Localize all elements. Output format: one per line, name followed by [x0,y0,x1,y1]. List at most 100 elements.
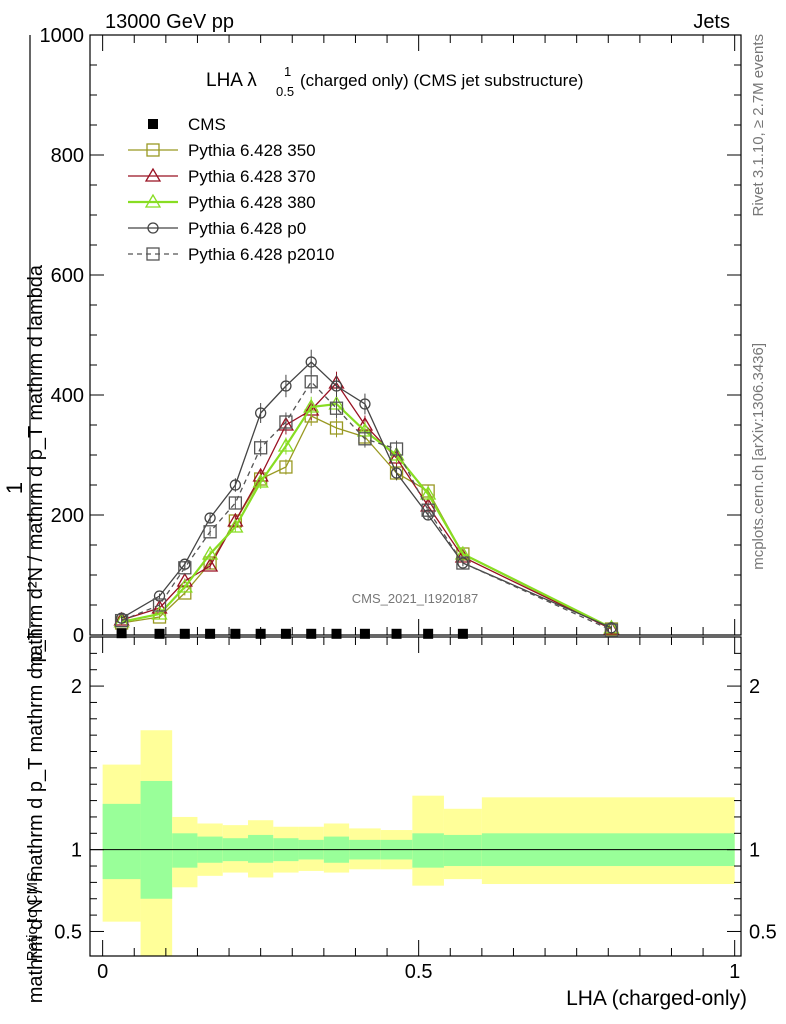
title-sub: 0.5 [276,84,294,99]
data-point [456,556,470,570]
cms-data-point [116,628,127,639]
series-pythia-6-428-p2010 [114,370,619,637]
data-point [152,598,167,612]
data-point [358,432,372,446]
x-tick-label: 1 [729,961,740,983]
cms-data-point [280,628,291,639]
data-point [303,398,320,413]
legend-label: Pythia 6.428 370 [188,167,316,186]
title-rest: (charged only) (CMS jet substructure) [300,71,583,90]
ratio-y-tick-label-right: 2 [749,676,760,698]
ratio-inner-band [172,833,198,868]
plot-title: LHA λ 1 0.5 (charged only) (CMS jet subs… [206,64,583,99]
data-point [255,407,267,419]
ratio-y-tick-label-right: 0.5 [749,921,777,943]
data-point [457,557,469,569]
y-tick-label: 800 [51,145,84,167]
legend-label: Pythia 6.428 p2010 [188,245,335,264]
data-point [228,496,243,510]
legend-marker [146,247,160,261]
data-point [114,613,129,628]
ylabel-one: 1 [2,482,27,494]
data-point [421,503,435,517]
ylabel-numerator: mathrm d²N / mathrm d p_T mathrm d lambd… [25,264,47,672]
ratio-plot-frame: 0 0.5 1 0.5 0.5 1 1 2 2 [54,636,777,983]
cms-data-point [306,628,317,639]
data-point [176,578,193,593]
data-point [304,375,318,389]
cms-data-point [205,628,216,639]
data-point [279,460,293,474]
data-point [153,590,166,602]
series-line [121,402,612,629]
data-point [254,441,268,455]
main-y-axis-label: 1 mathrm d N / mathrm d p_T mathrm d p_T… [2,35,47,1003]
series-line [121,361,612,629]
legend-marker [144,193,162,208]
ratio-y-tick-label: 1 [71,840,82,862]
cms-data-point [423,628,434,639]
data-point [279,415,293,429]
main-plot-frame: 0 200 400 600 800 1000 [40,25,742,647]
legend-marker [148,119,158,129]
y-tick-label: 200 [51,505,84,527]
ratio-inner-band [248,834,274,863]
data-point [389,442,404,456]
ylabel-denominator: mathrm d N / mathrm d p_T mathrm d p_T [25,628,47,1003]
data-point [280,380,292,392]
ratio-y-label: Ratio to CMS [24,872,41,961]
cms-data-layer [116,628,468,639]
legend-marker [144,167,162,182]
cms-data-point [391,628,402,639]
legend-entry: Pythia 6.428 p0 [128,219,306,238]
legend-entry-cms: CMS [148,115,226,134]
data-point [604,623,619,637]
data-point [390,467,403,479]
series-pythia-6-428-p0 [115,349,618,634]
title-main: LHA λ [206,70,257,91]
x-axis-label: LHA (charged-only) [566,987,747,1010]
data-point [454,545,472,560]
data-point [329,421,344,435]
mcplots-label: mcplots.cern.ch [arXiv:1306.3436] [750,343,767,570]
rivet-label: Rivet 3.1.10, ≥ 2.7M events [750,34,767,217]
data-point [227,518,244,533]
cms-data-point [179,628,190,639]
cms-data-point [255,628,266,639]
data-point [201,545,219,560]
ratio-y-tick-label-right: 1 [749,840,760,862]
cms-data-point [154,628,165,639]
ratio-inner-band [443,834,482,867]
cms-data-point [457,628,468,639]
ratio-inner-band [102,803,141,880]
series-line [121,381,612,630]
ratio-bands [102,730,735,956]
ratio-inner-band [140,780,173,899]
data-point [151,605,168,620]
title-sup: 1 [284,64,291,79]
legend-label: Pythia 6.428 350 [188,141,316,160]
header-left: 13000 GeV pp [105,11,234,33]
ratio-y-tick-label: 0.5 [54,921,82,943]
data-point [178,561,192,575]
analysis-watermark: CMS_2021_I1920187 [352,591,479,606]
data-point [329,401,344,415]
header-right: Jets [693,11,730,33]
ratio-frame-box [89,636,742,957]
data-point [201,557,219,572]
data-point [252,473,269,488]
data-point [204,512,216,524]
data-point [277,437,295,452]
legend-entry: Pythia 6.428 380 [128,193,316,212]
series-layer [113,349,620,637]
cms-data-point [359,628,370,639]
cms-data-point [230,628,241,639]
data-point [115,612,128,624]
legend-entry: Pythia 6.428 p2010 [128,245,335,264]
ratio-inner-band [412,833,444,868]
cms-data-point [331,628,342,639]
ratio-y-tick-label: 2 [71,676,82,698]
x-tick-label: 0 [97,961,108,983]
legend-entry: Pythia 6.428 370 [128,167,316,186]
